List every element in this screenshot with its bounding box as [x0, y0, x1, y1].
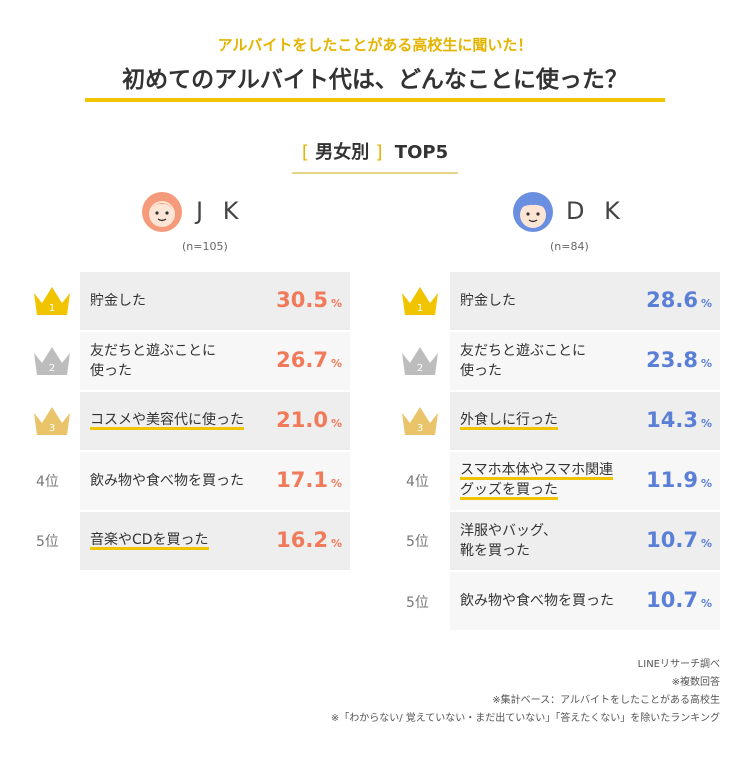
title-underline — [85, 98, 665, 102]
percent-value: 17.1% — [276, 468, 342, 492]
rank-number: 5位 — [36, 534, 59, 550]
jk-sample-size: (n=105) — [182, 240, 228, 253]
percent-value: 28.6% — [646, 288, 712, 312]
list-item: コスメや美容代に使った 21.0% — [80, 392, 350, 450]
item-label: 友だちと遊ぶことに 使った — [90, 343, 216, 379]
list-item: 洋服やバッグ、 靴を買った 10.7% — [450, 512, 720, 570]
silver-crown-icon: 2 — [402, 347, 438, 375]
item-label: スマホ本体やスマホ関連 グッズを買った — [460, 462, 614, 500]
rank-number: 2 — [49, 363, 55, 374]
rank-number: 2 — [417, 363, 423, 374]
percent-value: 10.7% — [646, 588, 712, 612]
dk-sample-size: (n=84) — [550, 240, 589, 253]
list-item: 外食しに行った 14.3% — [450, 392, 720, 450]
girl-face-icon — [142, 192, 182, 232]
percent-value: 11.9% — [646, 468, 712, 492]
percent-value: 30.5% — [276, 288, 342, 312]
percent-value: 21.0% — [276, 408, 342, 432]
item-label: 洋服やバッグ、 靴を買った — [460, 523, 558, 559]
section-suffix: TOP5 — [394, 142, 449, 163]
boy-face-icon — [513, 192, 553, 232]
bracket-close: ] — [375, 142, 383, 163]
item-label: 飲み物や食べ物を買った — [90, 473, 244, 489]
item-label: 音楽やCDを買った — [90, 532, 209, 550]
section-label: 男女別 — [315, 142, 370, 163]
list-item: 飲み物や食べ物を買った 10.7% — [450, 572, 720, 630]
percent-value: 16.2% — [276, 528, 342, 552]
item-label: 飲み物や食べ物を買った — [460, 593, 614, 609]
list-item: スマホ本体やスマホ関連 グッズを買った 11.9% — [450, 452, 720, 510]
note-multiple-answers: ※複数回答 — [671, 677, 720, 688]
section-heading: [ 男女別 ] TOP5 — [0, 138, 750, 164]
bronze-crown-icon: 3 — [34, 407, 70, 435]
rank-number: 5位 — [406, 595, 429, 611]
gold-crown-icon: 1 — [402, 287, 438, 315]
rank-number: 4位 — [406, 474, 429, 490]
rank-number: 1 — [49, 303, 55, 314]
percent-value: 14.3% — [646, 408, 712, 432]
note-base: ※集計ベース：アルバイトをしたことがある高校生 — [492, 695, 720, 706]
bronze-crown-icon: 3 — [402, 407, 438, 435]
footnotes: LINEリサーチ調べ ※複数回答 ※集計ベース：アルバイトをしたことがある高校生… — [331, 656, 720, 728]
rank-number: 3 — [49, 423, 55, 434]
list-item: 貯金した 30.5% — [80, 272, 350, 330]
gold-crown-icon: 1 — [34, 287, 70, 315]
item-label: 貯金した — [460, 293, 516, 309]
list-item: 友だちと遊ぶことに 使った 26.7% — [80, 332, 350, 390]
bracket-open: [ — [301, 142, 309, 163]
list-item: 貯金した 28.6% — [450, 272, 720, 330]
rank-number: 1 — [417, 303, 423, 314]
item-label: 外食しに行った — [460, 412, 558, 430]
list-item: 音楽やCDを買った 16.2% — [80, 512, 350, 570]
rank-number: 3 — [417, 423, 423, 434]
item-label: 貯金した — [90, 293, 146, 309]
note-exclusions: ※「わからない/ 覚えていない・まだ出ていない」「答えたくない」を除いたランキン… — [330, 713, 720, 724]
section-underline — [292, 172, 458, 174]
note-source: LINEリサーチ調べ — [637, 659, 720, 670]
subtitle: アルバイトをしたことがある高校生に聞いた！ — [217, 36, 533, 54]
rank-number: 4位 — [36, 474, 59, 490]
list-item: 飲み物や食べ物を買った 17.1% — [80, 452, 350, 510]
percent-value: 26.7% — [276, 348, 342, 372]
item-label: 友だちと遊ぶことに 使った — [460, 343, 586, 379]
page-title: 初めてのアルバイト代は、どんなことに使った？ — [122, 67, 628, 93]
percent-value: 10.7% — [646, 528, 712, 552]
silver-crown-icon: 2 — [34, 347, 70, 375]
jk-label: J K — [196, 197, 245, 225]
percent-value: 23.8% — [646, 348, 712, 372]
list-item: 友だちと遊ぶことに 使った 23.8% — [450, 332, 720, 390]
item-label: コスメや美容代に使った — [90, 412, 244, 430]
dk-label: D K — [566, 197, 626, 225]
rank-number: 5位 — [406, 534, 429, 550]
